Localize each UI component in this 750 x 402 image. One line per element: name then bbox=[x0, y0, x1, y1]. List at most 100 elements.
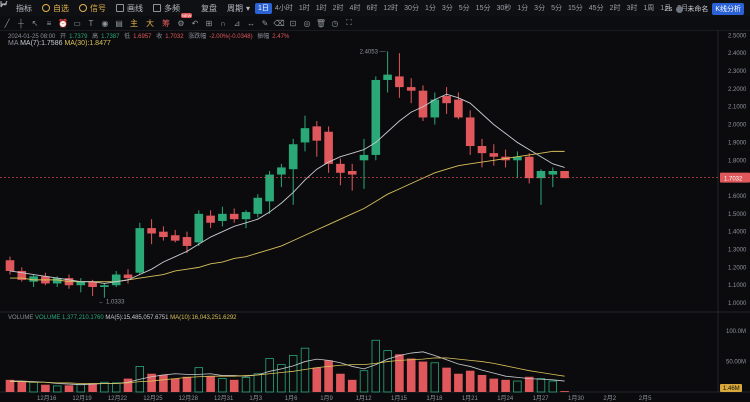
signal-button[interactable]: 信号 bbox=[74, 0, 111, 16]
price-tick-label: 1.3000 bbox=[728, 248, 747, 254]
settings-icon[interactable]: ⚙ NEW bbox=[177, 13, 193, 28]
volume-bar bbox=[312, 367, 322, 392]
fullscreen-icon[interactable]: ⛶ bbox=[346, 18, 352, 27]
legend-close-label: 收 bbox=[156, 34, 163, 40]
interval-1min[interactable]: 1分 bbox=[517, 5, 529, 12]
alarm-icon[interactable]: ⏰ bbox=[58, 18, 68, 28]
interval-1m[interactable]: 1分 bbox=[424, 5, 436, 12]
volume-bar bbox=[560, 391, 569, 392]
interval-2h[interactable]: 2时 bbox=[332, 5, 344, 12]
lock-icon[interactable]: ⊡ bbox=[289, 18, 297, 28]
interval-12h[interactable]: 12时 bbox=[383, 5, 399, 12]
interval-1h-b[interactable]: 1时 bbox=[315, 5, 327, 12]
interval-3m[interactable]: 3分 bbox=[441, 5, 453, 12]
candle-body bbox=[29, 276, 38, 282]
clock-icon[interactable]: ◷ bbox=[331, 18, 339, 28]
user-icon[interactable] bbox=[676, 5, 684, 13]
kline-analysis-button[interactable]: K线分析 bbox=[712, 3, 744, 15]
interval-15min[interactable]: 15分 bbox=[567, 5, 583, 12]
candle-body bbox=[418, 90, 428, 118]
interval-30m[interactable]: 30分 bbox=[404, 5, 419, 12]
chart-type-icon[interactable]: ▤ bbox=[115, 18, 123, 28]
trash-icon[interactable]: 🗑 bbox=[315, 18, 327, 28]
cursor-icon[interactable]: ↖ bbox=[31, 18, 39, 28]
interval-3hr[interactable]: 3时 bbox=[626, 5, 638, 12]
date-tick-label: 12月28 bbox=[179, 395, 199, 402]
volume-bar bbox=[206, 376, 215, 392]
text-icon[interactable]: T bbox=[88, 18, 94, 28]
workspace-name[interactable]: 未命名 bbox=[687, 6, 709, 13]
date-tick-label: 1月12 bbox=[356, 395, 373, 402]
brush-icon[interactable]: ✎ bbox=[261, 18, 269, 28]
interval-1h-a[interactable]: 1时 bbox=[298, 5, 310, 12]
legend-amp-label: 振幅 bbox=[257, 34, 270, 40]
indicator-label: 指标 bbox=[16, 3, 32, 13]
camera-icon[interactable]: ◉ bbox=[101, 18, 109, 28]
eraser-icon[interactable]: ⌫ bbox=[273, 18, 285, 28]
watchlist-icon bbox=[42, 4, 50, 12]
candle-body bbox=[206, 215, 215, 223]
volume-bar bbox=[454, 373, 463, 392]
rectangle-icon[interactable]: ▭ bbox=[73, 18, 81, 28]
volume-bar bbox=[135, 366, 144, 393]
period-dropdown[interactable]: 周期 ▾ bbox=[222, 0, 255, 16]
current-price-text: 1.7032 bbox=[724, 177, 743, 183]
interval-30s[interactable]: 30秒 bbox=[496, 5, 512, 12]
replay-button[interactable]: 复盘 bbox=[0, 0, 222, 16]
interval-45min[interactable]: 45分 bbox=[588, 5, 604, 12]
interval-15m[interactable]: 15分 bbox=[475, 5, 491, 12]
candle-body bbox=[218, 213, 227, 221]
volume-bar bbox=[383, 350, 392, 393]
interval-5m[interactable]: 5分 bbox=[458, 5, 470, 12]
line-tool-icon[interactable]: ╱ bbox=[4, 18, 10, 28]
candle-body bbox=[253, 197, 263, 214]
price-tick-label: 2.2000 bbox=[728, 87, 747, 93]
price-tick-label: 1.1000 bbox=[728, 283, 747, 289]
volume-bar bbox=[100, 381, 109, 393]
interval-1d[interactable]: 1日 bbox=[255, 2, 272, 14]
interval-5min[interactable]: 5分 bbox=[551, 5, 562, 12]
volume-bar bbox=[513, 380, 522, 393]
vol-ma10-value: MA(10):16,043,251.6292 bbox=[170, 315, 237, 321]
interval-4h-alt[interactable]: 4小时 bbox=[274, 5, 293, 12]
measure-icon[interactable]: ↔ bbox=[247, 18, 255, 28]
date-tick-label: 12月31 bbox=[214, 395, 234, 402]
crosshair-icon[interactable]: ┼ bbox=[18, 18, 24, 28]
date-tick-label: 1月30 bbox=[568, 395, 585, 402]
undo-icon[interactable]: ↶ bbox=[191, 18, 199, 28]
signal-label: 信号 bbox=[90, 3, 106, 13]
menu-icon[interactable]: ≡ bbox=[46, 18, 52, 28]
eye-icon[interactable]: ◎ bbox=[303, 18, 311, 28]
date-tick-label: 12月22 bbox=[108, 395, 128, 402]
legend-amp: 2.47% bbox=[272, 34, 290, 40]
candle-body bbox=[395, 76, 404, 88]
drawing-button[interactable]: 画线 bbox=[111, 0, 148, 16]
volume-bar bbox=[182, 376, 192, 392]
candle-body bbox=[536, 171, 546, 179]
magnet-icon[interactable]: ∩ bbox=[220, 18, 226, 28]
volume-bar bbox=[253, 373, 262, 393]
price-tick-label: 1.2000 bbox=[728, 265, 747, 271]
multi-frequency-button[interactable]: 多频 bbox=[148, 0, 185, 16]
chips-tool[interactable]: 筹 bbox=[162, 18, 170, 28]
multi-frequency-icon bbox=[153, 4, 161, 12]
interval-1mo[interactable]: 1月 bbox=[660, 5, 672, 12]
volume-bar bbox=[395, 354, 404, 392]
interval-6h[interactable]: 6时 bbox=[366, 5, 378, 12]
price-tick-label: 2.5000 bbox=[728, 33, 747, 39]
candle-body bbox=[347, 171, 357, 175]
ruler-icon[interactable]: ⊿ bbox=[233, 18, 241, 28]
legend-high-label: 高 bbox=[92, 34, 99, 40]
interval-4h[interactable]: 4时 bbox=[349, 5, 361, 12]
volume-bar bbox=[229, 379, 239, 392]
chart-tools-bar: ╱ ┼ ↖ ≡ ⏰ ▭ T ◉ ▤ 主 大 筹 ⚙ NEW ↶ ⊞ ∩ ⊿ ↔ ✎… bbox=[0, 13, 750, 31]
interval-3min[interactable]: 3分 bbox=[534, 5, 546, 12]
date-tick-label: 12月19 bbox=[72, 395, 92, 402]
watchlist-button[interactable]: 自选 bbox=[37, 0, 74, 16]
layout-icon[interactable]: ⊞ bbox=[205, 18, 213, 28]
big-order-tool[interactable]: 大 bbox=[146, 18, 154, 28]
main-chart-tool[interactable]: 主 bbox=[130, 18, 138, 28]
interval-2hr[interactable]: 2时 bbox=[609, 5, 621, 12]
interval-1w[interactable]: 1周 bbox=[643, 5, 655, 12]
